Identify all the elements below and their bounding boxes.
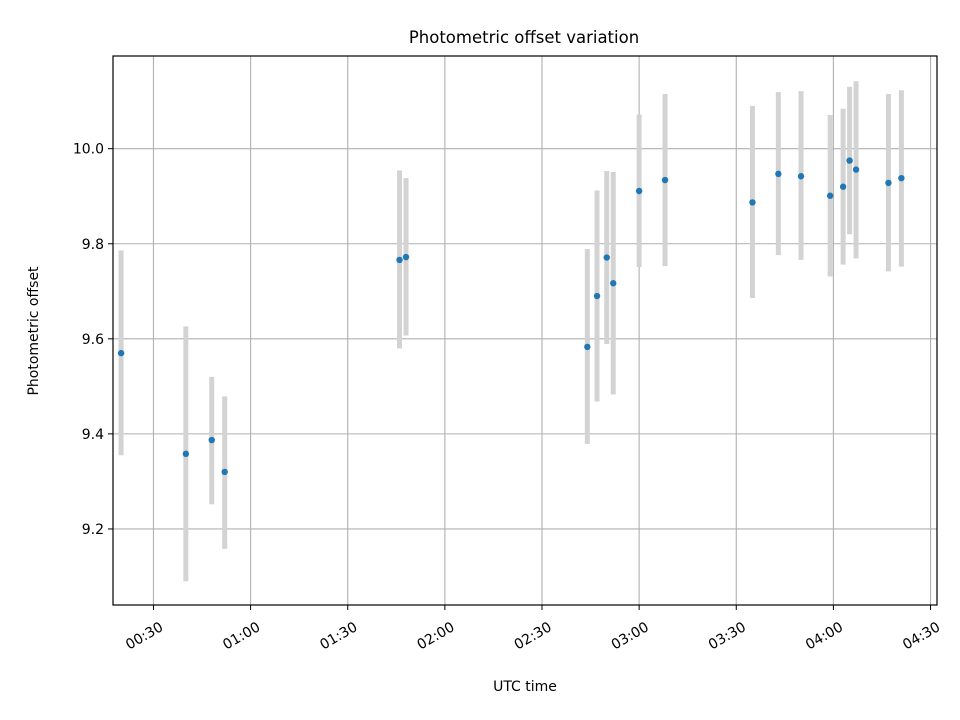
y-axis-label: Photometric offset xyxy=(26,266,42,396)
data-point xyxy=(898,174,905,182)
y-tick-label: 10.0 xyxy=(73,142,104,158)
data-point xyxy=(749,199,756,206)
data-point xyxy=(885,179,892,187)
data-point xyxy=(839,183,847,190)
data-point xyxy=(221,468,228,476)
data-point xyxy=(182,450,190,458)
y-tick-label: 9.8 xyxy=(82,237,104,253)
x-tick-label: 01:00 xyxy=(220,619,263,653)
x-tick-label: 02:00 xyxy=(415,619,458,653)
data-point xyxy=(635,187,643,195)
data-point xyxy=(603,254,610,261)
errorbars xyxy=(118,81,904,582)
plot-frame xyxy=(112,55,938,606)
data-point xyxy=(846,157,853,164)
data-points xyxy=(117,157,905,476)
data-point xyxy=(661,176,669,184)
y-tick-label: 9.6 xyxy=(82,332,104,348)
x-tick-label: 00:30 xyxy=(123,619,166,653)
x-tick-label: 04:30 xyxy=(900,619,943,653)
x-tick-label: 03:00 xyxy=(609,619,652,653)
y-tick-label: 9.4 xyxy=(82,427,104,443)
y-tick-label: 9.2 xyxy=(82,522,104,538)
data-point xyxy=(396,256,403,264)
data-point xyxy=(402,253,410,261)
x-axis-label: UTC time xyxy=(493,679,557,695)
data-point xyxy=(775,170,782,178)
data-point xyxy=(797,173,805,180)
data-point xyxy=(208,436,215,444)
data-point xyxy=(593,292,601,300)
x-tick-label: 03:30 xyxy=(706,619,749,653)
x-tick-label: 01:30 xyxy=(317,619,360,653)
grid xyxy=(113,56,937,605)
data-point xyxy=(117,349,125,357)
data-point xyxy=(584,343,591,351)
data-point xyxy=(852,166,860,173)
x-tick-label: 02:30 xyxy=(512,619,555,653)
x-tick-label: 04:00 xyxy=(803,619,846,653)
data-point xyxy=(610,280,617,287)
chart-title: Photometric offset variation xyxy=(409,28,639,47)
data-point xyxy=(826,192,834,199)
axis-ticks: 00:30 01:00 01:30 02:00 02:30 03:00 03:30 04:00… xyxy=(73,142,943,654)
